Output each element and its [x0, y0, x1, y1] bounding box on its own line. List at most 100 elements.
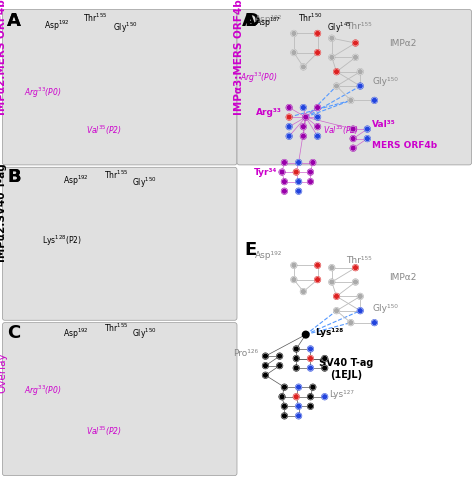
Circle shape — [329, 279, 335, 285]
Circle shape — [315, 262, 320, 268]
Circle shape — [329, 35, 335, 41]
Circle shape — [293, 394, 299, 400]
Circle shape — [263, 372, 268, 378]
Text: Val$^{35}$(P2): Val$^{35}$(P2) — [86, 123, 122, 137]
Text: Overlay: Overlay — [0, 353, 8, 393]
Text: C: C — [7, 324, 20, 342]
Circle shape — [301, 64, 306, 70]
Circle shape — [279, 169, 285, 175]
Text: B: B — [7, 168, 21, 186]
Circle shape — [322, 365, 328, 371]
Circle shape — [334, 293, 339, 299]
Circle shape — [372, 98, 377, 103]
Text: Lys¹²⁷: Lys¹²⁷ — [329, 390, 355, 399]
Circle shape — [315, 114, 320, 120]
Text: IMPα2: IMPα2 — [389, 273, 416, 282]
Circle shape — [315, 133, 320, 139]
Text: Arg$^{33}$(P0): Arg$^{33}$(P0) — [24, 384, 61, 398]
Circle shape — [293, 356, 299, 361]
Circle shape — [291, 277, 297, 282]
Circle shape — [315, 50, 320, 55]
Circle shape — [263, 353, 268, 359]
Text: Val$^{35}$(P2): Val$^{35}$(P2) — [323, 123, 359, 137]
Circle shape — [308, 169, 313, 175]
Text: IMPα2:SV40 T-ag: IMPα2:SV40 T-ag — [0, 163, 8, 262]
Text: IMPα2: IMPα2 — [389, 39, 416, 47]
Text: Gly¹⁵⁰: Gly¹⁵⁰ — [372, 77, 398, 86]
Circle shape — [291, 262, 297, 268]
Circle shape — [291, 31, 297, 36]
Circle shape — [282, 160, 287, 165]
Circle shape — [282, 413, 287, 419]
Circle shape — [308, 394, 313, 400]
Circle shape — [301, 124, 306, 130]
Circle shape — [365, 136, 370, 141]
Text: Asp$^{192}$: Asp$^{192}$ — [44, 18, 70, 33]
Circle shape — [303, 114, 309, 120]
Circle shape — [293, 346, 299, 352]
Text: Gly$^{150}$: Gly$^{150}$ — [113, 21, 138, 35]
Circle shape — [315, 105, 320, 110]
Circle shape — [301, 289, 306, 294]
Circle shape — [329, 265, 335, 271]
Circle shape — [348, 320, 354, 326]
Text: Asp$^{192}$: Asp$^{192}$ — [63, 326, 89, 341]
Circle shape — [350, 126, 356, 132]
Circle shape — [308, 365, 313, 371]
Circle shape — [277, 363, 283, 369]
Text: Thr$^{150}$: Thr$^{150}$ — [298, 11, 323, 23]
Text: IMPα3:MERS ORF4b: IMPα3:MERS ORF4b — [234, 0, 245, 115]
Circle shape — [291, 50, 297, 55]
Text: Val$^{35}$(P2): Val$^{35}$(P2) — [86, 424, 122, 438]
Circle shape — [334, 69, 339, 75]
Circle shape — [348, 98, 354, 103]
Text: B: B — [7, 168, 21, 186]
Text: A: A — [7, 12, 21, 30]
Circle shape — [315, 124, 320, 130]
Circle shape — [279, 394, 285, 400]
Circle shape — [286, 105, 292, 110]
Circle shape — [334, 308, 339, 314]
Circle shape — [357, 83, 363, 89]
Text: Tyr³⁴: Tyr³⁴ — [254, 168, 277, 176]
Circle shape — [353, 54, 358, 60]
Text: Gly$^{150}$: Gly$^{150}$ — [132, 176, 157, 190]
Text: Thr$^{155}$: Thr$^{155}$ — [82, 11, 107, 23]
Circle shape — [357, 308, 363, 314]
FancyBboxPatch shape — [237, 10, 472, 165]
Text: Gly$^{145}$: Gly$^{145}$ — [327, 21, 351, 35]
Circle shape — [301, 105, 306, 110]
Circle shape — [277, 353, 283, 359]
Circle shape — [296, 403, 301, 409]
Circle shape — [334, 83, 339, 89]
Text: D: D — [244, 12, 259, 30]
FancyBboxPatch shape — [2, 10, 237, 165]
Text: Thr$^{155}$: Thr$^{155}$ — [104, 169, 128, 181]
Circle shape — [322, 394, 328, 400]
Text: IMPα2:MERS ORF4b: IMPα2:MERS ORF4b — [0, 0, 8, 115]
Text: Asp¹⁹²: Asp¹⁹² — [255, 251, 282, 260]
Text: Gly¹⁵⁰: Gly¹⁵⁰ — [372, 304, 398, 313]
Circle shape — [308, 356, 313, 361]
Circle shape — [329, 54, 335, 60]
Circle shape — [293, 365, 299, 371]
Circle shape — [357, 293, 363, 299]
Circle shape — [310, 160, 316, 165]
Circle shape — [286, 133, 292, 139]
Circle shape — [372, 320, 377, 326]
Circle shape — [296, 160, 301, 165]
Text: A: A — [7, 12, 21, 30]
Circle shape — [282, 179, 287, 185]
Circle shape — [353, 279, 358, 285]
Text: Thr¹⁵⁵: Thr¹⁵⁵ — [346, 256, 372, 265]
FancyBboxPatch shape — [2, 323, 237, 476]
Circle shape — [263, 363, 268, 369]
Circle shape — [365, 126, 370, 132]
Circle shape — [293, 169, 299, 175]
Circle shape — [301, 133, 306, 139]
Text: Thr$^{155}$: Thr$^{155}$ — [104, 322, 128, 334]
FancyBboxPatch shape — [2, 167, 237, 320]
Circle shape — [357, 69, 363, 75]
Text: Pro¹²⁶: Pro¹²⁶ — [233, 349, 258, 358]
Text: Asp$^{187}$: Asp$^{187}$ — [255, 16, 281, 30]
